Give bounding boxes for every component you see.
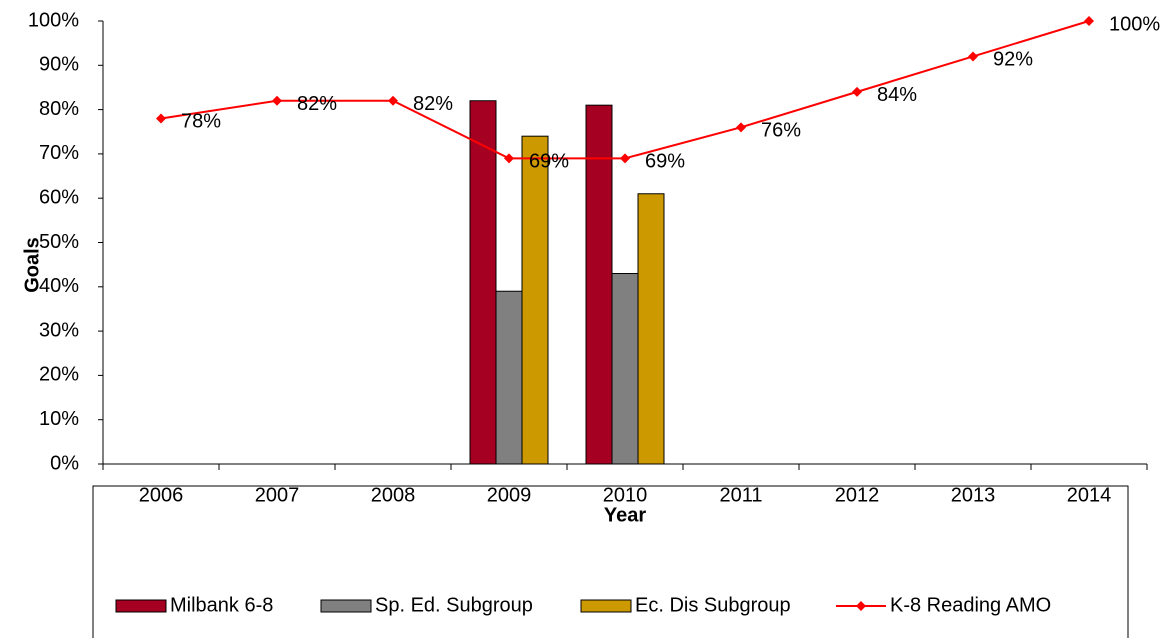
y-tick-label: 100% — [28, 9, 79, 31]
data-label: 92% — [993, 49, 1033, 71]
line — [160, 20, 1090, 160]
legend-label: Sp. Ed. Subgroup — [375, 594, 533, 616]
data-label: 82% — [297, 93, 337, 115]
line-marker — [504, 153, 514, 164]
x-tick-label: 2008 — [371, 484, 416, 506]
x-tick-label: 2009 — [487, 484, 532, 506]
y-tick-label: 70% — [39, 142, 79, 164]
y-tick-label: 60% — [39, 186, 79, 208]
x-tick-label: 2011 — [719, 484, 762, 506]
data-label: 82% — [413, 93, 453, 115]
data-label: 69% — [529, 151, 569, 173]
bar — [637, 193, 665, 465]
y-axis-title: Goals — [21, 237, 43, 293]
bar — [495, 290, 523, 465]
line-marker — [388, 95, 398, 106]
line-marker — [852, 86, 862, 97]
x-tick-label: 2006 — [139, 484, 184, 506]
data-label: 69% — [645, 151, 685, 173]
x-axis-title: Year — [604, 504, 646, 526]
x-tick-label: 2007 — [255, 484, 300, 506]
legend-label: Ec. Dis Subgroup — [635, 594, 791, 616]
x-tick-label: 2012 — [835, 484, 880, 506]
legend-swatch — [580, 599, 632, 613]
line-marker — [968, 51, 978, 62]
line-marker — [156, 113, 166, 124]
y-tick-label: 10% — [39, 408, 79, 430]
line-marker — [272, 95, 282, 106]
x-tick-label: 2014 — [1067, 484, 1112, 506]
y-tick-label: 90% — [39, 54, 79, 76]
bar — [611, 273, 639, 465]
data-label: 78% — [181, 111, 221, 133]
y-tick-label: 50% — [39, 231, 79, 253]
y-tick-label: 20% — [39, 364, 79, 386]
line-marker — [620, 153, 630, 164]
bar — [521, 135, 549, 465]
y-tick-label: 30% — [39, 319, 79, 341]
line-marker — [1084, 16, 1094, 26]
y-tick-label: 40% — [39, 275, 79, 297]
legend-marker — [856, 601, 866, 611]
bar — [585, 104, 613, 465]
legend-box — [92, 485, 1129, 638]
y-tick-label: 0% — [50, 452, 79, 474]
legend-swatch — [320, 599, 372, 613]
data-label: 84% — [877, 84, 917, 106]
bar — [469, 100, 497, 465]
legend-label: K-8 Reading AMO — [890, 594, 1051, 616]
data-label: 100% — [1109, 13, 1160, 35]
y-tick-label: 80% — [39, 98, 79, 120]
x-tick-label: 2010 — [603, 484, 648, 506]
data-label: 76% — [761, 120, 801, 142]
x-tick-label: 2013 — [951, 484, 996, 506]
legend-swatch — [115, 599, 167, 613]
line-marker — [736, 122, 746, 133]
legend-label: Milbank 6-8 — [170, 594, 273, 616]
